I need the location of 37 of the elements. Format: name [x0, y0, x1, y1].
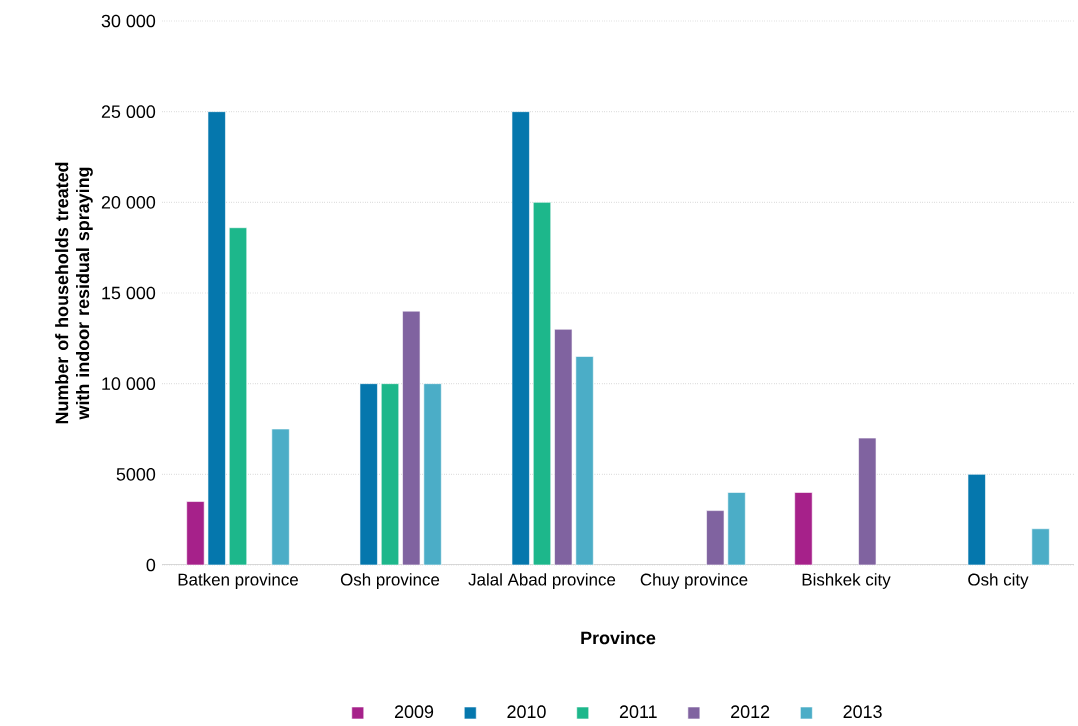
bar	[575, 356, 594, 565]
bar	[228, 227, 248, 565]
bar	[380, 383, 400, 565]
x-tick-label: Osh city	[968, 573, 1029, 589]
bar	[402, 310, 421, 565]
bar	[794, 492, 813, 565]
y-tick-label: 20 000	[101, 195, 156, 209]
y-axis-title: Number of households treated with indoor residual spraying	[55, 162, 93, 424]
y-tick-label: 15 000	[102, 286, 156, 300]
y-tick-label: 10 000	[102, 377, 156, 391]
bar	[359, 383, 378, 565]
x-tick-label: Batken province	[178, 573, 298, 589]
x-tick-label: Osh province	[340, 573, 440, 589]
y-tick-label: 0	[146, 558, 156, 572]
x-tick-label: Jalal Abad province	[468, 573, 616, 589]
x-tick-label: Bishkek city	[802, 573, 891, 589]
legend-label: 2012	[731, 705, 770, 719]
bar	[271, 428, 290, 565]
bar	[1031, 528, 1050, 565]
bar	[186, 501, 205, 565]
bar	[554, 328, 573, 565]
legend-label: 2010	[507, 705, 546, 719]
legend-label: 2013	[843, 705, 882, 719]
y-tick-label: 5000	[116, 467, 156, 481]
bar	[532, 202, 552, 565]
bar	[207, 111, 226, 565]
bar	[727, 492, 746, 565]
y-tick-label: 25 000	[101, 105, 156, 119]
bar	[511, 111, 530, 565]
x-axis-title: Province	[581, 631, 656, 645]
legend-label: 2011	[619, 705, 657, 719]
bar	[858, 437, 877, 565]
bar	[423, 383, 442, 565]
y-tick-label: 30 000	[101, 14, 156, 28]
x-tick-label: Chuy province	[640, 573, 748, 589]
bar	[967, 474, 986, 565]
legend-label: 2009	[394, 705, 434, 719]
